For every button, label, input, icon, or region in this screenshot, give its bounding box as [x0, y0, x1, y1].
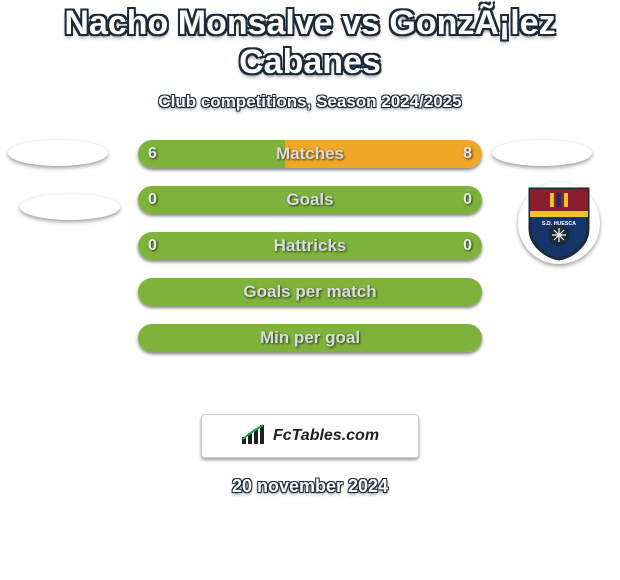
stat-row: Min per goal — [138, 324, 482, 352]
stat-row: 00Goals — [138, 186, 482, 214]
stat-value-right: 0 — [463, 186, 472, 214]
player-left-avatar-placeholder — [8, 140, 108, 166]
bar-left — [138, 140, 285, 168]
bar-right — [285, 140, 482, 168]
stat-value-left: 0 — [148, 186, 157, 214]
stat-value-left: 6 — [148, 140, 157, 168]
footer-date: 20 november 2024 — [0, 476, 620, 497]
stat-row: 68Matches — [138, 140, 482, 168]
page-title: Nacho Monsalve vs GonzÃ¡lez Cabanes — [0, 0, 620, 82]
stat-row: Goals per match — [138, 278, 482, 306]
comparison-card: Nacho Monsalve vs GonzÃ¡lez Cabanes Club… — [0, 0, 620, 497]
branding-text: FcTables.com — [273, 427, 379, 445]
player-right-avatar-placeholder — [492, 140, 592, 166]
club-left-placeholder — [20, 194, 120, 220]
stat-row: 00Hattricks — [138, 232, 482, 260]
page-subtitle: Club competitions, Season 2024/2025 — [0, 92, 620, 112]
stat-value-right: 8 — [463, 140, 472, 168]
bar-left — [138, 278, 482, 306]
club-right-crest: S.D. HUESCA — [518, 182, 600, 264]
svg-text:S.D. HUESCA: S.D. HUESCA — [542, 221, 576, 227]
branding-box: FcTables.com — [201, 414, 419, 458]
stat-bars: 68Matches00Goals00HattricksGoals per mat… — [138, 140, 482, 370]
fctables-logo-icon — [241, 423, 267, 450]
huesca-crest-icon: S.D. HUESCA — [524, 185, 594, 261]
stat-value-right: 0 — [463, 232, 472, 260]
bar-left — [138, 186, 482, 214]
bar-left — [138, 324, 482, 352]
stat-value-left: 0 — [148, 232, 157, 260]
bar-left — [138, 232, 482, 260]
stats-area: S.D. HUESCA 68Matches00Goals00HattricksG… — [0, 140, 620, 400]
